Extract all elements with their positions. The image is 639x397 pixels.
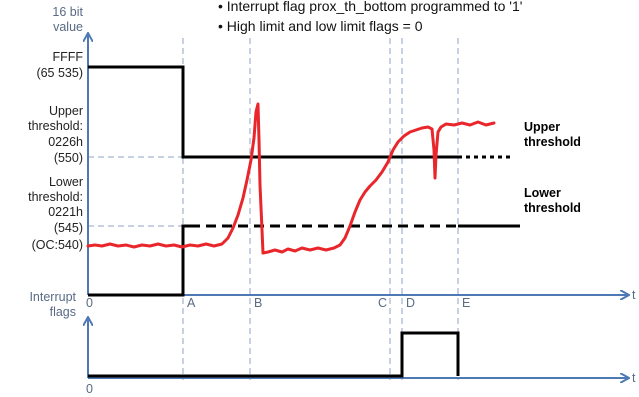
y-axis-label-line2: value xyxy=(53,20,83,34)
svg-text:Upper: Upper xyxy=(524,120,560,134)
note-limit-flags: • High limit and low limit flags = 0 xyxy=(218,18,423,34)
interrupt-label-line1: Interrupt xyxy=(29,290,76,304)
marker-e: E xyxy=(462,296,470,310)
upper-threshold-line xyxy=(88,65,512,159)
origin-bottom-label: 0 xyxy=(86,382,93,396)
horizontal-guides xyxy=(88,156,183,227)
svg-text:Lower: Lower xyxy=(49,175,83,189)
svg-text:FFFF: FFFF xyxy=(52,50,83,64)
lower-threshold-label: Lower threshold: 0221h (545) (OC:540) xyxy=(28,175,83,252)
marker-d: D xyxy=(406,296,415,310)
marker-a: A xyxy=(187,296,196,310)
time-label-top: t xyxy=(632,288,636,302)
vertical-guides xyxy=(182,38,459,380)
svg-text:0221h: 0221h xyxy=(48,205,83,219)
lower-threshold-line xyxy=(88,224,520,297)
ffff-label: FFFF (65 535) xyxy=(36,50,83,80)
right-lower-threshold-label: Lower threshold xyxy=(524,186,581,215)
svg-text:Lower: Lower xyxy=(524,186,561,200)
svg-text:threshold:: threshold: xyxy=(28,119,83,133)
time-label-bottom: t xyxy=(632,371,636,385)
right-upper-threshold-label: Upper threshold xyxy=(524,120,581,149)
proximity-signal-trace xyxy=(86,102,496,255)
interrupt-label-line2: flags xyxy=(50,305,76,319)
svg-text:threshold: threshold xyxy=(524,135,581,149)
svg-text:(545): (545) xyxy=(54,221,83,235)
origin-top-label: 0 xyxy=(86,296,93,310)
y-axis-label-line1: 16 bit xyxy=(52,5,83,19)
upper-threshold-label: Upper threshold: 0226h (550) xyxy=(28,104,83,165)
svg-text:threshold:: threshold: xyxy=(28,190,83,204)
svg-text:(550): (550) xyxy=(54,151,83,165)
marker-c: C xyxy=(378,296,387,310)
svg-text:(65 535): (65 535) xyxy=(36,66,83,80)
marker-b: B xyxy=(254,296,262,310)
svg-text:(OC:540): (OC:540) xyxy=(32,238,83,252)
svg-text:0226h: 0226h xyxy=(48,135,83,149)
svg-text:Upper: Upper xyxy=(49,104,83,118)
interrupt-flag-trace xyxy=(88,331,460,378)
note-interrupt-flag: • Interrupt flag prox_th_bottom programm… xyxy=(218,0,522,14)
svg-text:threshold: threshold xyxy=(524,201,581,215)
